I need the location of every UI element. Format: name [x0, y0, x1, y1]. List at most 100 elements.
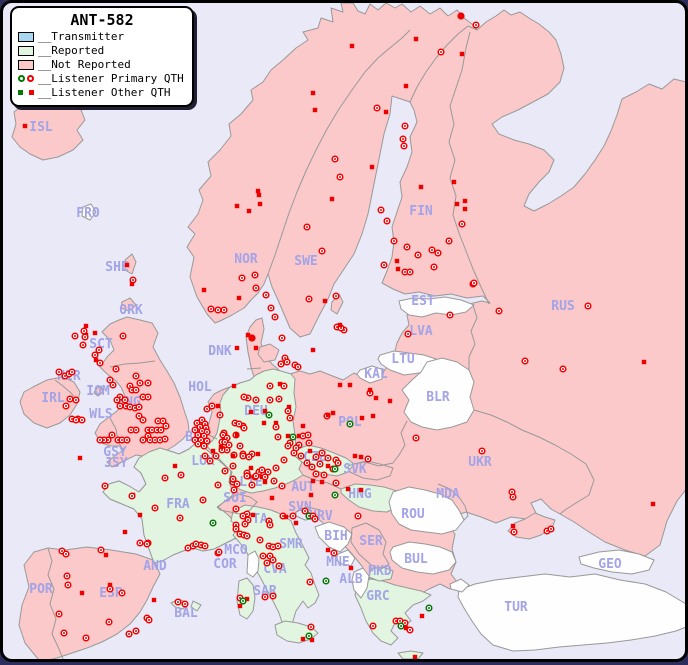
listener-primary-qth-marker	[121, 396, 129, 404]
listener-primary-qth-marker	[290, 449, 298, 457]
listener-primary-qth-marker	[559, 365, 567, 373]
listener-primary-qth-marker	[135, 412, 143, 420]
listener-primary-qth-marker	[312, 453, 320, 461]
listener-primary-qth-marker	[201, 452, 209, 460]
listener-primary-qth-marker	[406, 268, 414, 276]
listener-primary-qth-marker	[364, 455, 372, 463]
listener-primary-qth-marker	[139, 436, 147, 444]
listener-primary-qth-marker	[320, 471, 328, 479]
listener-other-qth-marker	[454, 201, 460, 207]
green-circle-icon	[18, 75, 25, 82]
listener-primary-qth-marker	[220, 306, 228, 314]
listener-cluster-marker	[457, 12, 465, 20]
listener-primary-qth-marker	[311, 515, 319, 523]
country-albania	[351, 567, 370, 599]
country-italy	[230, 504, 320, 632]
listener-primary-qth-marker	[118, 436, 126, 444]
listener-other-qth-marker	[312, 107, 318, 113]
border-denmark-germany	[246, 367, 262, 370]
listener-primary-qth-marker	[414, 251, 422, 259]
listener-other-qth-marker	[253, 345, 259, 351]
map-label-mne: MNE	[326, 555, 349, 570]
listener-primary-qth-marker	[106, 376, 114, 384]
listener-primary-qth-marker	[445, 237, 453, 245]
listener-primary-qth-marker	[174, 598, 182, 606]
listener-primary-qth-marker	[132, 386, 140, 394]
listener-primary-qth-marker	[139, 416, 147, 424]
listener-other-qth-marker	[92, 330, 98, 336]
country-bulgaria	[389, 541, 457, 575]
listener-other-qth-marker	[129, 281, 135, 287]
listener-primary-qth-marker	[284, 407, 292, 415]
listener-other-qth-marker	[418, 184, 424, 190]
listener-other-qth-marker	[650, 501, 656, 507]
listener-primary-qth-marker	[230, 486, 238, 494]
listener-primary-qth-marker	[177, 471, 185, 479]
listener-primary-qth-marker	[132, 627, 140, 635]
island-shetland	[124, 253, 137, 275]
listener-other-qth-marker	[255, 188, 261, 194]
listener-primary-qth-marker	[105, 618, 113, 626]
listener-primary-qth-marker	[275, 562, 283, 570]
listener-other-qth-marker	[93, 357, 99, 363]
listener-other-qth-marker	[322, 298, 328, 304]
listener-primary-qth-marker-green	[425, 604, 433, 612]
listener-primary-qth-marker	[400, 142, 408, 150]
map-label-tur: TUR	[504, 600, 528, 615]
listener-primary-qth-marker	[215, 548, 223, 556]
listener-primary-qth-marker	[200, 442, 208, 450]
island-balearics-2	[190, 600, 202, 612]
map-label-ork: ORK	[119, 303, 143, 318]
listener-other-qth-marker	[325, 412, 331, 418]
listener-primary-qth-marker	[72, 396, 80, 404]
listener-primary-qth-marker	[495, 307, 503, 315]
listener-primary-qth-marker	[434, 249, 442, 257]
listener-other-qth-marker	[231, 383, 237, 389]
listener-other-qth-marker	[641, 359, 647, 365]
listener-other-qth-marker	[403, 83, 409, 89]
listener-primary-qth-marker	[308, 463, 316, 471]
listener-primary-qth-marker-green	[305, 632, 313, 640]
listener-primary-qth-marker	[199, 496, 207, 504]
listener-primary-qth-marker	[297, 452, 305, 460]
listener-other-qth-marker	[210, 448, 216, 454]
listener-other-qth-marker	[451, 179, 457, 185]
listener-primary-qth-marker	[272, 423, 280, 431]
listener-primary-qth-marker	[72, 416, 80, 424]
listener-other-qth-marker	[285, 433, 291, 439]
listener-primary-qth-marker	[203, 437, 211, 445]
listener-primary-qth-marker	[259, 552, 267, 560]
country-romania	[388, 486, 465, 535]
other-qth-icons	[18, 90, 34, 95]
listener-primary-qth-marker	[303, 459, 311, 467]
listener-other-qth-marker	[234, 432, 240, 438]
listener-primary-qth-marker	[225, 441, 233, 449]
listener-primary-qth-marker	[129, 276, 137, 284]
listener-primary-qth-marker	[68, 368, 76, 376]
listener-primary-qth-marker	[97, 546, 105, 554]
map-label-jsy: JSY	[104, 456, 128, 471]
country-bosnia	[314, 521, 353, 553]
listener-other-qth-marker	[151, 597, 157, 603]
listener-other-qth-marker	[273, 420, 279, 426]
listener-primary-qth-marker	[236, 442, 244, 450]
listener-other-qth-marker	[510, 523, 516, 529]
listener-other-qth-marker	[347, 382, 353, 388]
listener-primary-qth-marker	[63, 572, 71, 580]
listener-primary-qth-marker	[240, 424, 248, 432]
listener-other-qth-marker	[245, 332, 251, 338]
listener-primary-qth-marker	[252, 472, 260, 480]
listener-other-qth-marker	[345, 486, 351, 492]
map-label-rou: ROU	[401, 507, 425, 522]
listener-other-qth-marker	[325, 463, 331, 469]
border-poland-ukraine	[353, 420, 408, 467]
listener-primary-qth-marker	[108, 431, 116, 439]
listener-other-qth-marker	[230, 453, 236, 459]
listener-primary-qth-marker	[508, 488, 516, 496]
listener-primary-qth-marker	[161, 435, 169, 443]
map-label-svk: SVK	[343, 462, 367, 477]
listener-primary-qth-marker	[289, 512, 297, 520]
map-label-esp: ESP	[99, 586, 123, 601]
listener-primary-qth-marker	[162, 422, 170, 430]
